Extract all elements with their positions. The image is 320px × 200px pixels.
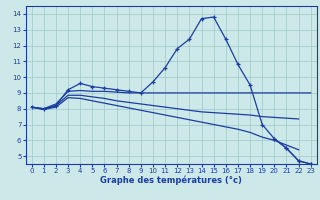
X-axis label: Graphe des températures (°c): Graphe des températures (°c) (100, 176, 242, 185)
